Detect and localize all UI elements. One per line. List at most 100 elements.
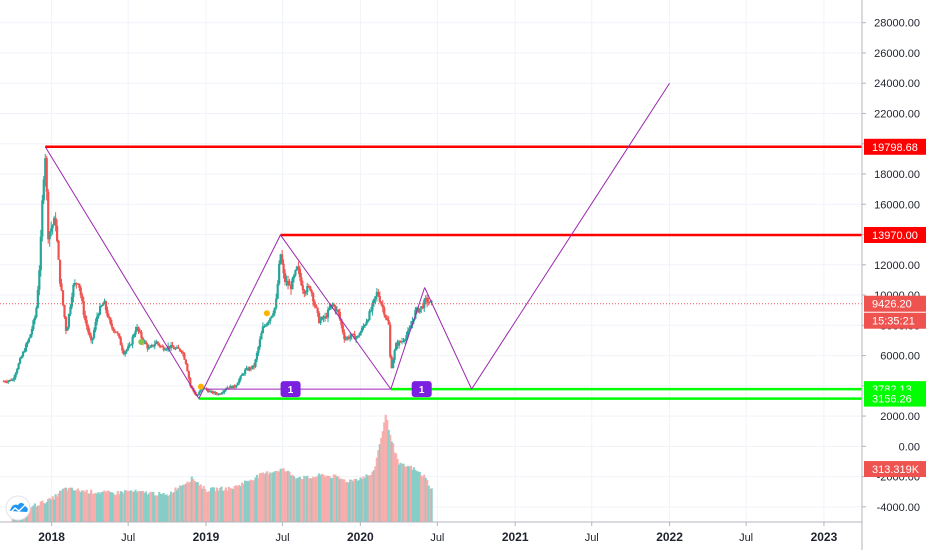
volume-bar xyxy=(42,502,45,522)
time-tick-label: 2021 xyxy=(502,530,529,544)
volume-bar xyxy=(209,487,213,522)
candle-body xyxy=(127,346,130,350)
candle-body xyxy=(331,304,334,306)
volume-bar xyxy=(193,481,196,522)
volume-bar xyxy=(72,490,75,522)
candle-body xyxy=(359,331,362,336)
volume-bar xyxy=(93,493,96,522)
candle-body xyxy=(109,317,112,324)
volume-bars xyxy=(11,414,433,522)
volume-bar xyxy=(377,450,380,522)
range-badge-label: 1 xyxy=(288,385,294,396)
volume-bar xyxy=(395,453,398,522)
volume-bar xyxy=(366,475,370,522)
candle-body xyxy=(421,306,424,309)
volume-bar xyxy=(224,487,227,522)
volume-bar xyxy=(88,493,91,522)
volume-bar xyxy=(181,484,185,522)
candle-body xyxy=(149,346,152,348)
volume-bar xyxy=(275,470,278,522)
candle-body xyxy=(73,282,76,285)
volume-bar xyxy=(288,471,291,522)
volume-bar xyxy=(128,490,131,522)
candle-body xyxy=(389,324,392,357)
volume-bar xyxy=(244,480,247,522)
price-tick-label: 24000.00 xyxy=(874,78,920,90)
candle-body xyxy=(90,335,93,341)
volume-bar xyxy=(343,479,346,522)
candle-body xyxy=(8,379,11,381)
volume-bar xyxy=(198,485,201,522)
candle-body xyxy=(36,289,39,308)
candle-body xyxy=(152,344,155,347)
tradingview-logo-icon[interactable] xyxy=(5,495,31,521)
time-tick-label: Jul xyxy=(430,532,444,544)
candle-body xyxy=(340,319,343,325)
time-tick-label: 2020 xyxy=(347,530,374,544)
volume-bar xyxy=(164,494,167,522)
volume-bar xyxy=(315,477,318,522)
candle-body xyxy=(249,367,253,369)
volume-bar xyxy=(387,429,390,522)
candle-body xyxy=(4,381,7,383)
volume-bar xyxy=(235,485,238,522)
candle-body xyxy=(48,231,51,240)
candle-body xyxy=(375,292,378,297)
volume-bar xyxy=(220,486,223,522)
last-price-tag-label: 9426.20 xyxy=(872,299,912,311)
volume-bar xyxy=(306,475,309,522)
candle-body xyxy=(316,307,319,313)
volume-bar xyxy=(400,463,404,522)
candle-body xyxy=(301,285,304,291)
volume-bar xyxy=(152,491,155,522)
volume-bar xyxy=(402,463,405,522)
projection-segment xyxy=(390,287,426,390)
candle-body xyxy=(67,313,71,328)
candle-body xyxy=(357,335,361,337)
volume-bar xyxy=(249,479,253,522)
volume-bar xyxy=(169,491,173,522)
candle-body xyxy=(223,390,226,393)
candle-body xyxy=(276,283,279,299)
level-price-tag-label: 19798.68 xyxy=(872,142,918,154)
volume-bar xyxy=(158,491,161,522)
volume-bar xyxy=(130,490,133,522)
candle-body xyxy=(147,347,150,349)
candle-body xyxy=(82,301,85,315)
projection-path[interactable] xyxy=(44,82,670,399)
volume-bar xyxy=(389,434,392,522)
volume-bar xyxy=(430,488,433,522)
horizontal-levels[interactable] xyxy=(45,145,862,400)
candle-body xyxy=(337,309,340,313)
volume-bar xyxy=(134,489,137,522)
volume-bar xyxy=(215,487,219,522)
volume-bar xyxy=(36,505,39,522)
candle-body xyxy=(132,334,136,337)
volume-bar xyxy=(276,470,279,522)
volume-bar xyxy=(223,490,226,522)
volume-bar xyxy=(171,493,174,522)
volume-bar xyxy=(162,492,165,522)
candle-body xyxy=(206,389,210,393)
candle-body xyxy=(429,301,432,303)
volume-bar xyxy=(141,490,145,522)
candle-body xyxy=(106,310,109,317)
volume-bar xyxy=(81,490,84,522)
volume-bar xyxy=(375,457,378,522)
candle-body xyxy=(307,286,310,288)
volume-bar xyxy=(107,490,111,522)
event-marker xyxy=(263,310,270,317)
time-axis[interactable]: 2018 Jul 2019 Jul 2020 Jul 2021 Jul 2022 Jul 2023 xyxy=(0,521,862,544)
candle-body xyxy=(334,306,337,312)
candle-body xyxy=(368,311,371,320)
candle-body xyxy=(399,341,402,343)
candle-body xyxy=(408,328,411,331)
candle-body xyxy=(72,284,75,297)
volume-bar xyxy=(257,477,260,522)
candle-body xyxy=(103,301,106,305)
candle-body xyxy=(319,319,322,324)
grid-lines xyxy=(0,0,862,522)
candle-body xyxy=(47,191,50,240)
candle-body xyxy=(198,391,201,395)
